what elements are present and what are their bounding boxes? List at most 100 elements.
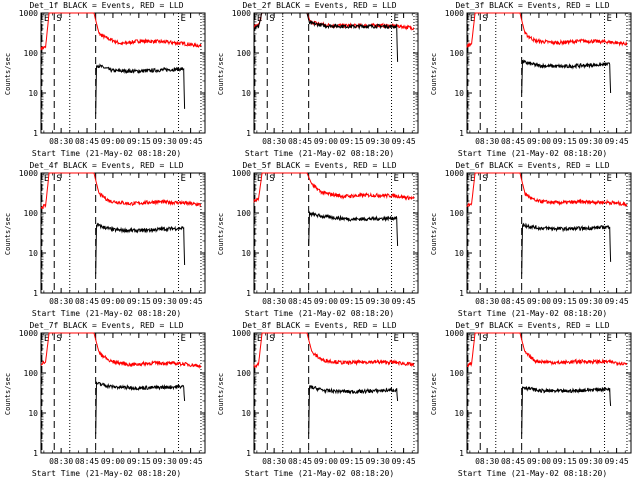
x-tick-label: 09:30 xyxy=(366,297,390,306)
series-line-lld xyxy=(253,332,415,369)
axes-frame xyxy=(466,12,632,134)
x-tick-label: 09:45 xyxy=(392,137,416,146)
y-tick-label: 1000 xyxy=(445,329,464,338)
plot-area: 1 10 100 1000 08:30 08:45 09:00 09:15 09:30 09:45… xyxy=(19,9,206,146)
y-tick-label: 10 xyxy=(241,249,251,258)
x-tick-label: 08:45 xyxy=(75,137,99,146)
y-tick-label: 1000 xyxy=(19,329,38,338)
series-line-events xyxy=(95,222,186,274)
x-tick-label: 08:30 xyxy=(49,457,73,466)
plot-area: 1 10 100 1000 08:30 08:45 09:00 09:15 09:30 09:45… xyxy=(445,9,632,146)
y-tick-label: 1 xyxy=(33,129,38,138)
panel-title: Det_4f BLACK = Events, RED = LLD xyxy=(29,161,184,170)
x-tick-label: 09:30 xyxy=(579,137,603,146)
x-tick-label: 09:45 xyxy=(605,297,629,306)
y-tick-label: 1000 xyxy=(19,9,38,18)
event-marker-label: E xyxy=(470,174,475,184)
x-tick-label: 08:30 xyxy=(475,457,499,466)
y-tick-label: 100 xyxy=(450,49,465,58)
detector-panel: Det_5f BLACK = Events, RED = LLD Start Ti… xyxy=(213,160,426,320)
y-tick-label: 1000 xyxy=(232,169,251,178)
plot-area: 1 10 100 1000 08:30 08:45 09:00 09:15 09:30 09:45… xyxy=(445,169,632,306)
y-tick-label: 100 xyxy=(24,209,39,218)
x-tick-label: 09:15 xyxy=(553,297,577,306)
axes-frame xyxy=(253,12,419,134)
y-tick-label: 1000 xyxy=(445,9,464,18)
y-tick-label: 10 xyxy=(241,89,251,98)
x-tick-label: 08:30 xyxy=(475,137,499,146)
event-marker-label: E xyxy=(181,334,186,344)
y-tick-label: 1000 xyxy=(445,169,464,178)
x-tick-label: 09:00 xyxy=(314,297,338,306)
y-tick-label: 1 xyxy=(33,289,38,298)
event-marker-label: E xyxy=(607,14,612,24)
y-tick-label: 10 xyxy=(241,409,251,418)
event-marker-label: E xyxy=(44,174,49,184)
x-tick-label: 09:30 xyxy=(579,457,603,466)
event-marker-label: E xyxy=(470,14,475,24)
y-tick-label: 100 xyxy=(237,369,252,378)
x-tick-label: 09:15 xyxy=(127,457,151,466)
x-axis-label: Start Time (21-May-02 08:18:20) xyxy=(457,469,608,478)
x-axis-label: Start Time (21-May-02 08:18:20) xyxy=(244,309,395,318)
series-line-lld xyxy=(466,172,628,208)
y-tick-label: 10 xyxy=(454,89,464,98)
x-tick-label: 09:45 xyxy=(605,137,629,146)
panel-title: Det_6f BLACK = Events, RED = LLD xyxy=(455,161,610,170)
plot-area: 1 10 100 1000 08:30 08:45 09:00 09:15 09:30 09:45… xyxy=(232,9,419,146)
plot-area: 1 10 100 1000 08:30 08:45 09:00 09:15 09:30 09:45… xyxy=(232,169,419,306)
x-tick-label: 08:30 xyxy=(262,137,286,146)
y-tick-label: 10 xyxy=(28,409,38,418)
axes-frame xyxy=(466,332,632,454)
event-marker-label: S xyxy=(269,14,274,24)
panel-title: Det_5f BLACK = Events, RED = LLD xyxy=(242,161,397,170)
series-line-events xyxy=(308,210,399,247)
x-tick-label: 09:00 xyxy=(527,297,551,306)
x-tick-label: 08:30 xyxy=(49,137,73,146)
event-marker-label: E xyxy=(607,334,612,344)
x-tick-label: 08:45 xyxy=(288,457,312,466)
event-marker-label: S xyxy=(482,334,487,344)
x-tick-label: 08:45 xyxy=(288,137,312,146)
x-tick-label: 09:00 xyxy=(101,457,125,466)
x-tick-label: 08:45 xyxy=(501,137,525,146)
event-marker-label: E xyxy=(257,334,262,344)
event-marker-label: S xyxy=(56,174,61,184)
x-tick-label: 08:45 xyxy=(501,297,525,306)
series-line-lld xyxy=(467,332,628,368)
detector-panel: Det_1f BLACK = Events, RED = LLD Start Ti… xyxy=(0,0,213,160)
y-tick-label: 1000 xyxy=(232,329,251,338)
series-line-events xyxy=(521,222,612,274)
y-tick-label: 1000 xyxy=(19,169,38,178)
panel-title: Det_7f BLACK = Events, RED = LLD xyxy=(29,321,184,330)
x-tick-label: 08:30 xyxy=(262,457,286,466)
y-tick-label: 100 xyxy=(450,209,465,218)
y-tick-label: 1 xyxy=(459,289,464,298)
y-tick-label: 1 xyxy=(459,129,464,138)
x-tick-label: 09:15 xyxy=(340,137,364,146)
x-tick-label: 08:30 xyxy=(262,297,286,306)
detector-panel: Det_3f BLACK = Events, RED = LLD Start Ti… xyxy=(426,0,639,160)
event-marker-label: E xyxy=(44,334,49,344)
x-tick-label: 09:45 xyxy=(179,137,203,146)
y-tick-label: 1 xyxy=(246,129,251,138)
axes-frame xyxy=(40,12,206,134)
y-tick-label: 10 xyxy=(454,409,464,418)
x-tick-label: 09:45 xyxy=(179,297,203,306)
panel-title: Det_9f BLACK = Events, RED = LLD xyxy=(455,321,610,330)
y-tick-label: 10 xyxy=(28,249,38,258)
axes-frame xyxy=(253,332,419,454)
event-marker-label: E xyxy=(44,14,49,24)
event-marker-label: E xyxy=(257,174,262,184)
y-tick-label: 1 xyxy=(246,449,251,458)
plot-area: 1 10 100 1000 08:30 08:45 09:00 09:15 09:30 09:45… xyxy=(19,169,206,306)
detector-panel: Det_6f BLACK = Events, RED = LLD Start Ti… xyxy=(426,160,639,320)
x-tick-label: 09:30 xyxy=(153,457,177,466)
y-tick-label: 100 xyxy=(237,49,252,58)
x-tick-label: 08:45 xyxy=(75,457,99,466)
panel-title: Det_1f BLACK = Events, RED = LLD xyxy=(29,1,184,10)
event-marker-label: E xyxy=(181,174,186,184)
x-tick-label: 09:45 xyxy=(392,297,416,306)
detector-panel: Det_2f BLACK = Events, RED = LLD Start Ti… xyxy=(213,0,426,160)
x-tick-label: 09:45 xyxy=(392,457,416,466)
